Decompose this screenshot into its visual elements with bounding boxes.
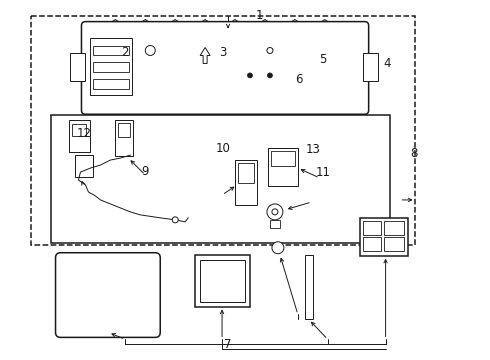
Bar — [91, 37, 132, 95]
Bar — [360, 218, 408, 256]
FancyBboxPatch shape — [55, 253, 160, 337]
Bar — [235, 160, 257, 205]
Bar — [200, 260, 245, 302]
Text: 10: 10 — [216, 142, 230, 155]
Text: 6: 6 — [295, 73, 302, 86]
Circle shape — [267, 204, 283, 220]
Bar — [363, 237, 381, 251]
Bar — [363, 54, 378, 81]
Bar — [363, 221, 381, 235]
Bar — [30, 15, 415, 245]
Bar — [73, 124, 86, 136]
Circle shape — [272, 209, 278, 215]
Text: 2: 2 — [122, 46, 129, 59]
Circle shape — [268, 73, 272, 78]
Bar — [384, 221, 404, 235]
Bar — [69, 120, 91, 152]
Bar — [271, 151, 295, 166]
Bar — [94, 80, 129, 89]
Bar — [268, 148, 298, 186]
Bar — [75, 155, 94, 177]
Text: 3: 3 — [220, 46, 227, 59]
Text: 11: 11 — [316, 166, 331, 179]
Bar — [71, 54, 85, 81]
Bar — [115, 120, 133, 156]
Text: 1: 1 — [256, 9, 264, 22]
Bar — [238, 163, 254, 183]
Bar — [305, 255, 313, 319]
Bar — [270, 220, 280, 228]
Bar — [94, 62, 129, 72]
Circle shape — [267, 48, 273, 54]
Text: 4: 4 — [383, 57, 391, 70]
FancyBboxPatch shape — [81, 22, 368, 114]
Bar — [195, 255, 250, 306]
Text: 13: 13 — [306, 143, 321, 156]
Circle shape — [247, 73, 252, 78]
Circle shape — [172, 217, 178, 223]
Bar — [50, 115, 390, 243]
Bar — [119, 123, 130, 137]
Text: 5: 5 — [319, 53, 327, 66]
Polygon shape — [200, 48, 210, 63]
Text: 8: 8 — [410, 147, 417, 159]
Circle shape — [145, 45, 155, 55]
Text: 12: 12 — [76, 127, 91, 140]
Bar — [94, 45, 129, 55]
Bar — [384, 237, 404, 251]
Text: 9: 9 — [141, 165, 148, 177]
Text: 7: 7 — [224, 338, 232, 351]
Circle shape — [272, 242, 284, 254]
